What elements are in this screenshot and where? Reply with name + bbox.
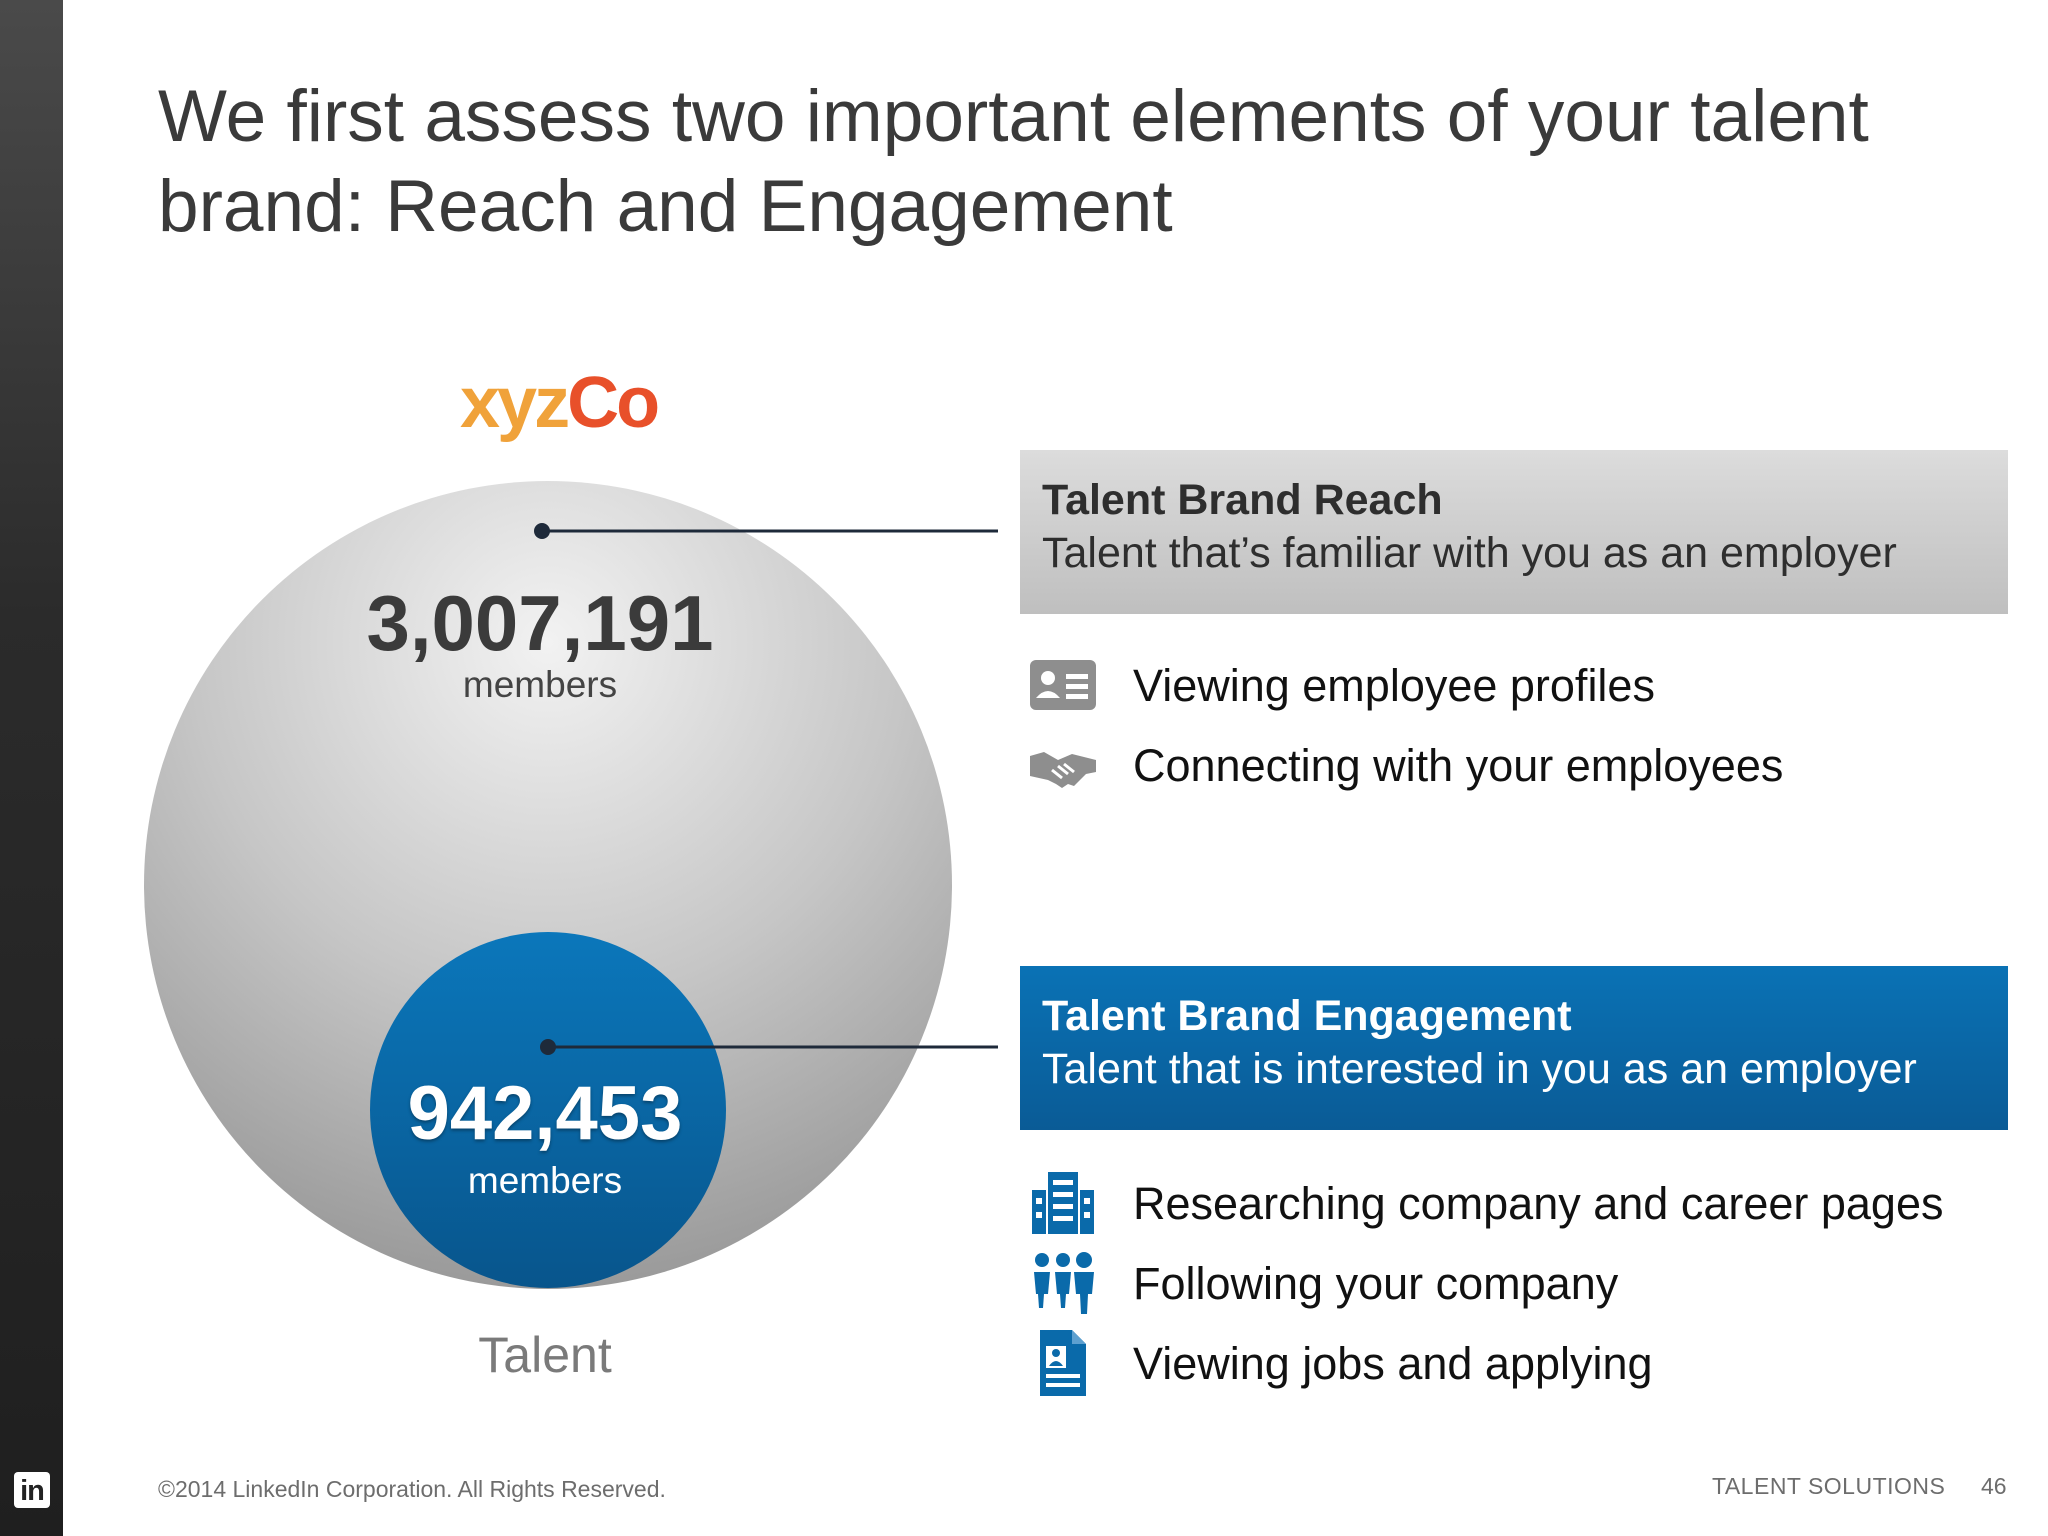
- people-group-icon: [1034, 1252, 1094, 1314]
- reach-member-count: 3,007,191: [366, 579, 714, 667]
- footer-copyright: ©2014 LinkedIn Corporation. All Rights R…: [158, 1476, 666, 1502]
- engagement-connector-dot: [540, 1039, 556, 1055]
- page-number: 46: [1981, 1473, 2007, 1499]
- building-icon: [1032, 1172, 1094, 1234]
- reach-item-label: Viewing employee profiles: [1133, 660, 1655, 711]
- engagement-item-jobs: Viewing jobs and applying: [1028, 1328, 2028, 1398]
- engagement-item-label: Researching company and career pages: [1133, 1178, 1944, 1229]
- footer-brand: TALENT SOLUTIONS: [1712, 1473, 1946, 1499]
- handshake-icon: [1030, 752, 1096, 788]
- engagement-box-subheading: Talent that is interested in you as an e…: [1042, 1045, 1917, 1093]
- reach-box-subheading: Talent that’s familiar with you as an em…: [1042, 529, 1897, 577]
- profile-card-icon: [1030, 660, 1096, 710]
- left-sidebar: in: [0, 0, 63, 1536]
- engagement-member-unit: members: [467, 1160, 623, 1201]
- reach-item-connecting: Connecting with your employees: [1028, 730, 2028, 800]
- engagement-box-heading: Talent Brand Engagement: [1042, 992, 1572, 1040]
- engagement-item-label: Following your company: [1133, 1258, 1619, 1309]
- engagement-box: Talent Brand Engagement Talent that is i…: [1020, 966, 2008, 1130]
- engagement-circle: [370, 932, 726, 1288]
- company-logo: xyzCo: [460, 362, 660, 444]
- reach-connector-dot: [534, 523, 550, 539]
- reach-member-unit: members: [462, 664, 618, 705]
- engagement-member-count: 942,453: [407, 1071, 683, 1156]
- engagement-item-following: Following your company: [1028, 1248, 2028, 1318]
- slide-title: We first assess two important elements o…: [158, 76, 1869, 247]
- reach-item-profiles: Viewing employee profiles: [1028, 650, 2028, 720]
- reach-circle: [144, 481, 952, 1289]
- job-document-icon: [1040, 1330, 1086, 1396]
- reach-box: Talent Brand Reach Talent that’s familia…: [1020, 450, 2008, 614]
- company-logo-part2: Co: [567, 363, 660, 443]
- talent-label: Talent: [478, 1327, 612, 1383]
- engagement-item-research: Researching company and career pages: [1028, 1168, 2028, 1238]
- reach-item-label: Connecting with your employees: [1133, 740, 1784, 791]
- linkedin-logo-icon: in: [14, 1472, 50, 1508]
- engagement-item-label: Viewing jobs and applying: [1133, 1338, 1653, 1389]
- company-logo-part1: xyz: [460, 363, 570, 443]
- reach-box-heading: Talent Brand Reach: [1042, 476, 1443, 524]
